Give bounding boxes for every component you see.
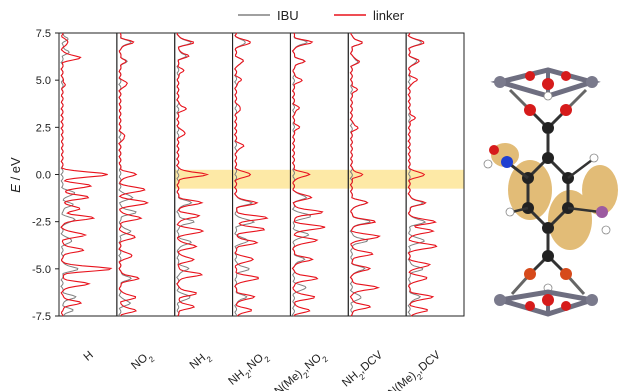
dos-line-ibu — [118, 32, 137, 317]
panel-label-2: NH2 — [188, 349, 215, 375]
panel-frame — [405, 32, 465, 317]
molecule-structure-icon — [483, 67, 618, 317]
orbital-density — [491, 143, 618, 250]
dos-line-linker — [291, 32, 326, 317]
y-tick-label: 2.5 — [36, 122, 51, 134]
panel-0 — [58, 32, 118, 317]
panel-1 — [116, 32, 176, 317]
legend-label-ibu: IBU — [277, 8, 299, 23]
panel-label-1: NO2 — [129, 349, 156, 375]
panel-frame — [116, 32, 176, 317]
legend-label-linker: linker — [373, 8, 405, 23]
dos-line-linker — [407, 32, 438, 317]
dos-line-linker — [176, 32, 210, 317]
top-metal-cluster — [490, 67, 601, 101]
dos-line-linker — [118, 32, 149, 317]
panel-label-6: N(Me)2,DCV — [386, 349, 445, 391]
legend: IBU linker — [238, 8, 405, 23]
y-tick-label: -5.0 — [32, 264, 51, 276]
top-carboxylate — [508, 88, 588, 158]
panel-label-3: NH2,NO2 — [226, 349, 272, 391]
y-axis: 7.5 5.0 2.5 0.0 -2.5 -5.0 -7.5 E / eV — [8, 28, 59, 323]
panel-6 — [405, 32, 465, 317]
highlight-band-layer — [174, 169, 464, 189]
dos-line-ibu — [60, 32, 79, 317]
panels-layer — [58, 32, 465, 317]
panel-labels: H NO2 NH2 NH2,NO2N(Me)2,NO2NH2,DCVN(Me)2,DC… — [82, 349, 445, 391]
dos-line-linker — [60, 32, 113, 317]
dos-line-ibu — [407, 32, 427, 317]
y-tick-label: 7.5 — [36, 28, 51, 40]
panel-label-5: NH2,DCV — [340, 349, 387, 391]
dos-line-linker — [349, 32, 381, 317]
aromatic-ring — [483, 145, 611, 256]
panel-label-4: N(Me)2,NO2 — [273, 349, 330, 391]
panel-label-0: H — [82, 349, 96, 364]
bottom-metal-cluster — [494, 283, 598, 317]
bottom-carboxylate — [510, 250, 586, 296]
y-axis-title: E / eV — [8, 157, 23, 193]
y-tick-label: -2.5 — [32, 217, 51, 229]
dos-line-ibu — [233, 32, 256, 317]
dos-line-linker — [233, 32, 269, 317]
highlight-band — [174, 169, 464, 189]
y-tick-label: 0.0 — [36, 170, 51, 182]
y-tick-label: 5.0 — [36, 75, 51, 87]
y-tick-label: -7.5 — [32, 311, 51, 323]
